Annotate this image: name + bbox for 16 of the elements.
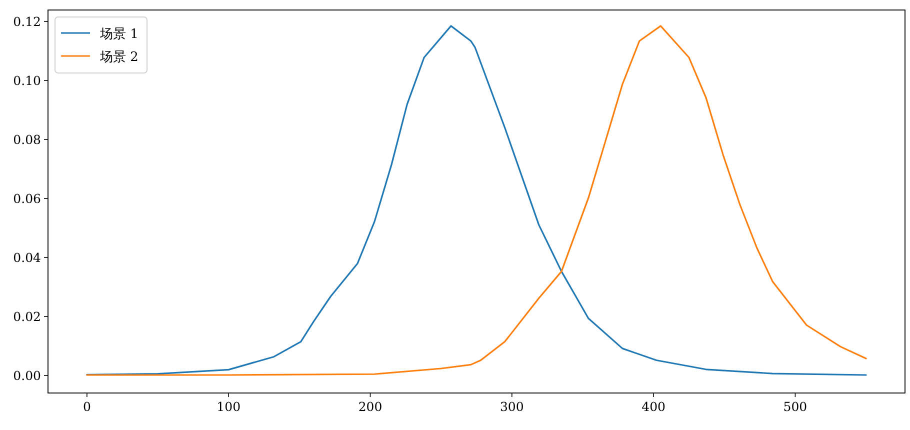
- x-tick-label: 0: [82, 399, 91, 414]
- x-tick-label: 400: [642, 399, 666, 414]
- legend-label: 场景 2: [99, 50, 138, 65]
- x-tick-label: 100: [216, 399, 241, 414]
- y-tick-label: 0.02: [13, 309, 41, 324]
- x-tick-label: 300: [500, 399, 524, 414]
- y-tick-label: 0.04: [13, 250, 42, 266]
- y-tick-label: 0.08: [13, 132, 42, 148]
- y-tick-label: 0.00: [13, 368, 42, 384]
- y-tick-label: 0.10: [13, 73, 42, 88]
- x-tick-label: 500: [783, 399, 808, 414]
- y-tick-label: 0.12: [13, 14, 41, 30]
- x-tick-label: 200: [358, 399, 382, 414]
- line-series: [86, 25, 867, 376]
- y-tick-label: 0.06: [13, 191, 42, 206]
- legend-label: 场景 1: [99, 27, 138, 42]
